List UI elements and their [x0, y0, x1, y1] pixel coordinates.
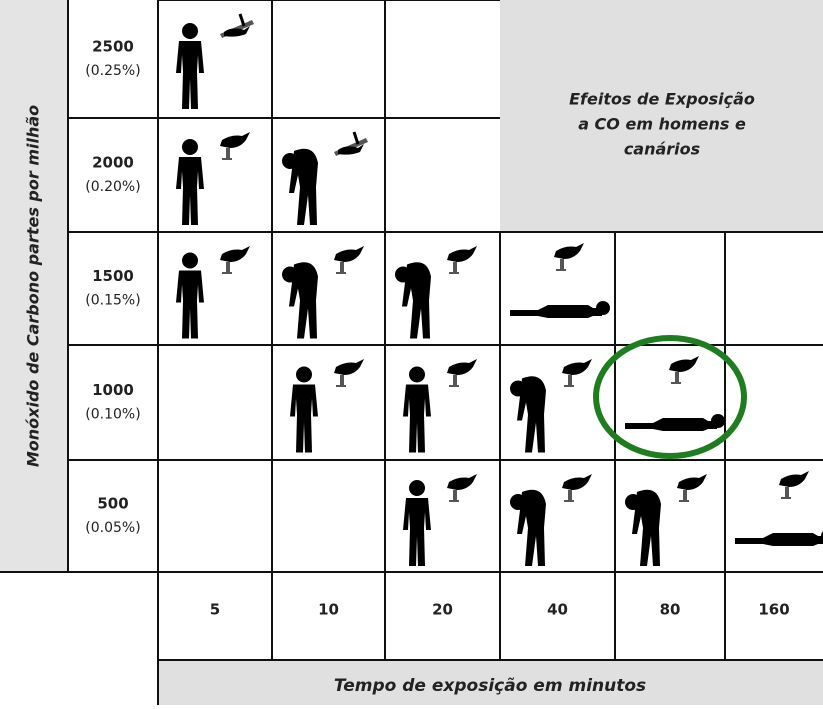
man-icon — [176, 139, 204, 225]
man-icon — [395, 262, 431, 339]
man-icon — [403, 480, 431, 566]
row-percent: (0.10%) — [85, 407, 140, 423]
canary-icon — [447, 474, 477, 502]
man-icon — [282, 148, 318, 225]
man-icon — [282, 262, 318, 339]
y-axis-label: Monóxido de Carbono partes por milhão — [24, 105, 43, 467]
man-icon — [176, 23, 204, 109]
canary-icon — [332, 130, 370, 158]
title-panel — [500, 0, 823, 232]
row-percent: (0.05%) — [85, 520, 140, 536]
canary-icon — [220, 246, 250, 274]
column-label: 80 — [660, 601, 681, 619]
man-icon — [403, 366, 431, 453]
canary-icon — [779, 471, 809, 499]
row-percent: (0.15%) — [85, 293, 140, 309]
row-ppm: 500 — [97, 495, 128, 513]
title-line: Efeitos de Exposição — [569, 90, 755, 109]
column-label: 10 — [318, 601, 339, 619]
row-ppm: 1500 — [92, 267, 134, 285]
row-percent: (0.20%) — [85, 179, 140, 195]
man-icon — [176, 252, 204, 339]
canary-icon — [334, 246, 364, 274]
man-icon — [510, 301, 610, 318]
x-axis-label: Tempo de exposição em minutos — [334, 676, 646, 696]
canary-icon — [447, 246, 477, 274]
man-icon — [510, 376, 546, 453]
man-icon — [625, 489, 661, 566]
column-label: 20 — [432, 601, 453, 619]
row-ppm: 2000 — [92, 154, 134, 172]
canary-icon — [218, 12, 256, 40]
canary-icon — [677, 474, 707, 502]
y-label-panel — [0, 0, 68, 572]
row-ppm: 1000 — [92, 381, 134, 399]
column-label: 160 — [758, 601, 789, 619]
canary-icon — [562, 359, 592, 387]
title-line: canários — [624, 140, 700, 159]
title-line: a CO em homens e — [578, 115, 746, 134]
canary-icon — [447, 359, 477, 387]
canary-icon — [220, 132, 250, 160]
canary-icon — [554, 243, 584, 271]
man-icon — [735, 529, 823, 546]
column-label: 40 — [547, 601, 568, 619]
row-ppm: 2500 — [92, 38, 134, 56]
man-icon — [290, 366, 318, 453]
row-percent: (0.25%) — [85, 63, 140, 79]
canary-icon — [334, 359, 364, 387]
highlight-circle — [593, 335, 747, 459]
canary-icon — [562, 474, 592, 502]
man-icon — [510, 489, 546, 566]
canary-icon — [669, 356, 699, 384]
x-label-panel — [158, 660, 823, 705]
man-icon — [625, 414, 725, 431]
column-label: 5 — [210, 601, 220, 619]
